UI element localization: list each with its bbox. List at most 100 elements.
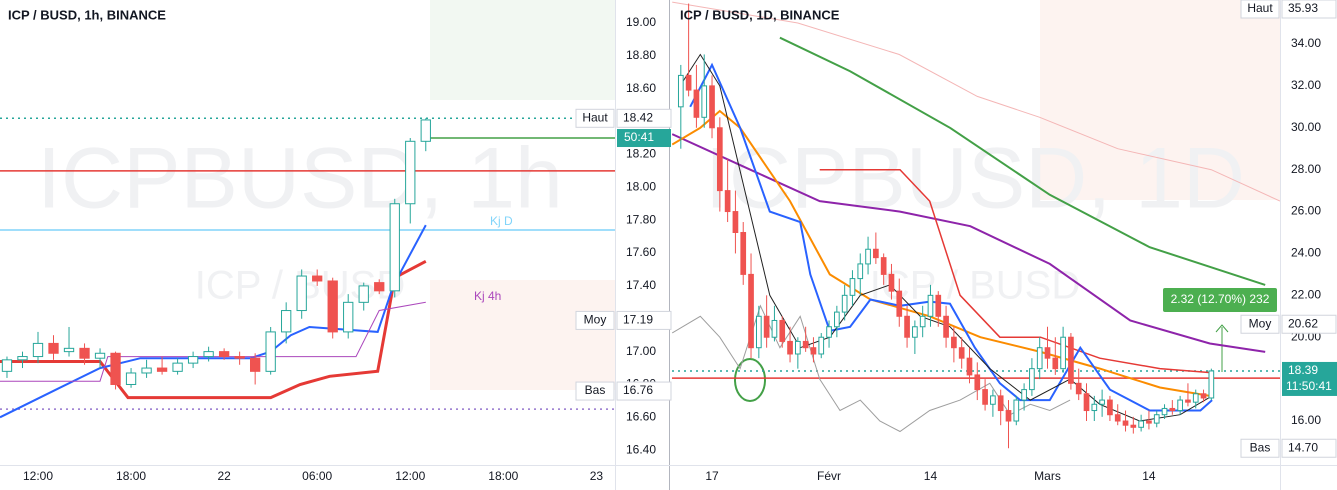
candle-body <box>234 356 245 359</box>
candle-body <box>63 347 75 353</box>
indicator-line <box>0 301 426 382</box>
price-label: 35.93 <box>1288 1 1318 15</box>
candle-body <box>281 310 292 333</box>
x-tick-label: 14 <box>1142 469 1156 483</box>
price-label: 14.70 <box>1288 440 1318 454</box>
candle-body <box>1099 399 1105 405</box>
price-label-box <box>1281 438 1337 458</box>
indicator-line <box>779 36 1266 286</box>
candle-body <box>125 372 137 385</box>
candle-body <box>1192 393 1199 403</box>
candle-body <box>724 190 731 213</box>
candle-body <box>1013 399 1020 422</box>
y-tick-label: 17.00 <box>626 344 656 358</box>
candle-body <box>873 248 879 259</box>
candle-body <box>79 347 90 359</box>
price-label: 20.62 <box>1288 316 1318 330</box>
candle-body <box>857 263 864 280</box>
last-price-box <box>1282 361 1337 396</box>
candle-body <box>1107 399 1113 416</box>
candle-body <box>141 367 152 374</box>
chart-title: ICP / BUSD, 1D, BINANCE <box>680 7 840 22</box>
candle-body <box>802 340 809 349</box>
candle-body <box>327 280 338 333</box>
candle-body <box>935 294 942 317</box>
y-tick-label: 34.00 <box>1291 36 1321 50</box>
price-label: 18.42 <box>623 110 653 124</box>
countdown: 11:50:41 <box>1286 379 1332 393</box>
y-tick-label: 18.80 <box>626 48 656 62</box>
price-label: 17.19 <box>623 313 653 327</box>
y-tick-label: 19.00 <box>626 15 656 29</box>
candle-body <box>997 395 1004 412</box>
y-tick-label: 24.00 <box>1291 246 1321 260</box>
countdown-box <box>617 129 671 148</box>
candle-body <box>951 336 957 349</box>
x-tick-label: 22 <box>217 469 231 483</box>
price-tag-box <box>575 108 615 128</box>
annotation: Kj 4h <box>474 289 501 303</box>
candle-body <box>1068 336 1074 384</box>
last-price: 18.39 <box>1288 363 1318 377</box>
candle-body <box>795 340 801 355</box>
cloud-shade <box>1040 0 1280 200</box>
price-tag-box <box>1240 314 1280 334</box>
indicator-line <box>819 168 1213 374</box>
candle-body <box>841 294 848 313</box>
candle-body <box>94 352 106 359</box>
candle-body <box>896 290 903 317</box>
candle-body <box>1169 407 1176 412</box>
candle-body <box>296 275 307 312</box>
candle-body <box>358 285 369 303</box>
candle-body <box>888 273 895 292</box>
candle-body <box>1 359 13 372</box>
candle-body <box>732 211 739 233</box>
x-tick-label: Févr <box>817 469 841 483</box>
y-tick-label: 28.00 <box>1291 162 1321 176</box>
candle-body <box>834 311 840 328</box>
price-tag: Bas <box>585 383 606 397</box>
x-tick-label: 18:00 <box>488 469 518 483</box>
candle-body <box>1185 399 1191 403</box>
price-tag: Haut <box>1247 1 1273 15</box>
candle-body <box>1146 420 1152 424</box>
candle-body <box>818 336 825 355</box>
price-tag: Moy <box>584 313 607 327</box>
price-tag-box <box>1240 438 1280 458</box>
price-label-box <box>1281 314 1337 334</box>
price-label-box <box>616 310 672 330</box>
candle-body <box>1153 414 1160 424</box>
y-tick-label: 26.00 <box>1291 204 1321 218</box>
candle-body <box>156 367 168 372</box>
candle-body <box>1044 347 1051 359</box>
y-tick-label: 18.60 <box>626 81 656 95</box>
candle-body <box>966 357 973 376</box>
candle-body <box>919 315 926 328</box>
candle-body <box>1083 393 1090 412</box>
price-tag: Bas <box>1250 440 1271 454</box>
price-tag-box <box>575 381 615 401</box>
candle-body <box>172 362 183 372</box>
price-label: 16.76 <box>623 383 653 397</box>
y-tick-label: 22.00 <box>1291 288 1321 302</box>
y-tick-label: 16.00 <box>1291 413 1321 427</box>
candle-body <box>218 351 230 358</box>
candle-body <box>389 203 400 292</box>
candle-body <box>779 319 786 342</box>
candle-body <box>1052 357 1059 370</box>
candle-body <box>17 356 28 361</box>
candle-body <box>1177 399 1183 412</box>
candle-body <box>958 347 965 359</box>
candle-body <box>974 374 981 391</box>
y-tick-label: 18.20 <box>626 147 656 161</box>
candle-body <box>763 315 770 338</box>
indicator-line <box>672 133 1266 353</box>
y-tick-label: 30.00 <box>1291 120 1321 134</box>
x-tick-label: 12:00 <box>23 469 53 483</box>
candle-body <box>1005 410 1012 422</box>
candle-body <box>927 294 934 317</box>
candle-body <box>1138 420 1144 428</box>
candle-body <box>826 326 832 338</box>
